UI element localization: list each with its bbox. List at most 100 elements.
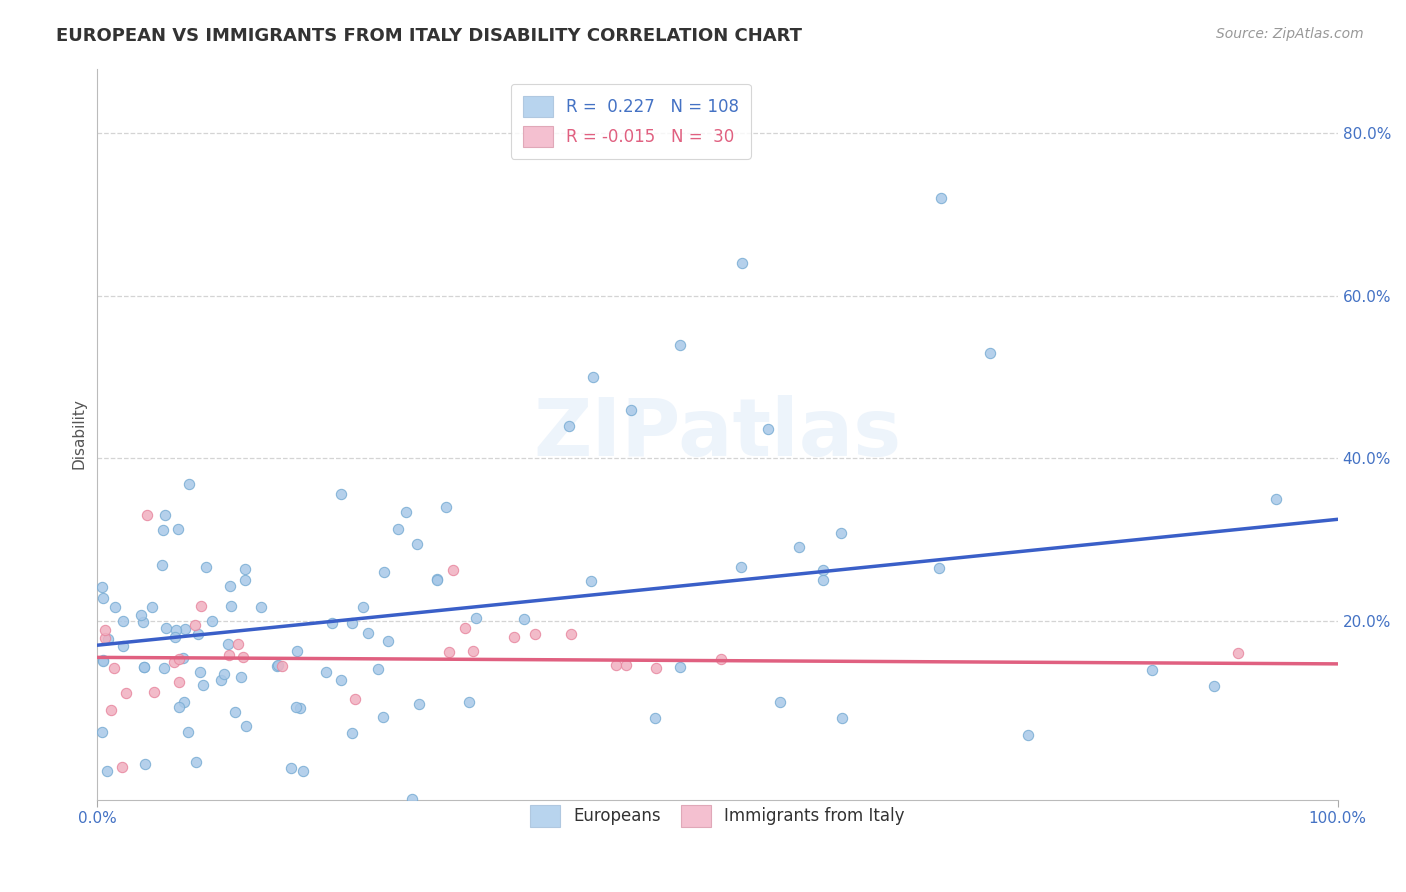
Point <box>560 626 582 640</box>
Point <box>104 599 127 614</box>
Point <box>167 674 190 689</box>
Point <box>224 706 246 720</box>
Point <box>134 660 156 674</box>
Point <box>111 760 134 774</box>
Point <box>1017 727 1039 741</box>
Point <box>731 256 754 270</box>
Point <box>163 655 186 669</box>
Point <box>582 370 605 384</box>
Point <box>288 700 311 714</box>
Point <box>979 346 1001 360</box>
Point <box>91 652 114 666</box>
Point <box>212 666 235 681</box>
Point <box>172 651 194 665</box>
Point <box>620 402 643 417</box>
Point <box>131 615 153 629</box>
Point <box>426 573 449 587</box>
Point <box>94 631 117 645</box>
Point <box>129 607 152 622</box>
Point <box>93 654 115 668</box>
Point <box>285 644 308 658</box>
Point <box>330 486 353 500</box>
Point <box>141 599 163 614</box>
Point <box>217 637 239 651</box>
Point <box>315 665 337 679</box>
Point <box>395 506 418 520</box>
Point <box>232 650 254 665</box>
Point <box>233 573 256 587</box>
Point <box>342 615 364 630</box>
Point <box>330 673 353 688</box>
Point <box>266 659 288 673</box>
Point <box>209 673 232 688</box>
Point <box>100 703 122 717</box>
Point <box>830 526 852 541</box>
Point <box>605 658 627 673</box>
Point <box>730 559 752 574</box>
Point <box>91 591 114 605</box>
Point <box>441 563 464 577</box>
Point <box>184 617 207 632</box>
Point <box>644 661 666 675</box>
Point <box>155 622 177 636</box>
Point <box>166 522 188 536</box>
Point <box>191 678 214 692</box>
Point <box>167 652 190 666</box>
Point <box>614 658 637 673</box>
Point <box>831 711 853 725</box>
Point <box>179 476 201 491</box>
Point <box>458 695 481 709</box>
Point <box>134 757 156 772</box>
Point <box>284 700 307 714</box>
Point <box>408 697 430 711</box>
Point <box>1202 679 1225 693</box>
Point <box>235 719 257 733</box>
Point <box>512 612 534 626</box>
Point <box>201 614 224 628</box>
Point <box>163 630 186 644</box>
Point <box>93 624 115 638</box>
Point <box>173 695 195 709</box>
Point <box>371 710 394 724</box>
Text: ZIPatlas: ZIPatlas <box>533 395 901 473</box>
Point <box>377 634 399 648</box>
Point <box>90 725 112 739</box>
Point <box>134 659 156 673</box>
Point <box>387 522 409 536</box>
Point <box>461 643 484 657</box>
Legend: Europeans, Immigrants from Italy: Europeans, Immigrants from Italy <box>522 797 914 835</box>
Point <box>465 610 488 624</box>
Point <box>454 621 477 635</box>
Point <box>91 581 114 595</box>
Point <box>249 599 271 614</box>
Point <box>187 627 209 641</box>
Point <box>173 622 195 636</box>
Point <box>115 686 138 700</box>
Point <box>177 725 200 739</box>
Text: EUROPEAN VS IMMIGRANTS FROM ITALY DISABILITY CORRELATION CHART: EUROPEAN VS IMMIGRANTS FROM ITALY DISABI… <box>56 27 803 45</box>
Point <box>503 630 526 644</box>
Point <box>669 337 692 351</box>
Point <box>1227 646 1250 660</box>
Text: Source: ZipAtlas.com: Source: ZipAtlas.com <box>1216 27 1364 41</box>
Point <box>228 637 250 651</box>
Point <box>644 711 666 725</box>
Point <box>136 508 159 523</box>
Point <box>811 573 834 587</box>
Point <box>373 566 395 580</box>
Point <box>280 761 302 775</box>
Point <box>321 615 343 630</box>
Point <box>233 562 256 576</box>
Point <box>218 579 240 593</box>
Point <box>218 648 240 663</box>
Point <box>152 524 174 538</box>
Point <box>190 599 212 614</box>
Point <box>267 658 290 673</box>
Point <box>97 632 120 647</box>
Point <box>434 500 457 514</box>
Point <box>340 726 363 740</box>
Point <box>1264 491 1286 506</box>
Point <box>756 422 779 436</box>
Point <box>152 661 174 675</box>
Point <box>184 755 207 769</box>
